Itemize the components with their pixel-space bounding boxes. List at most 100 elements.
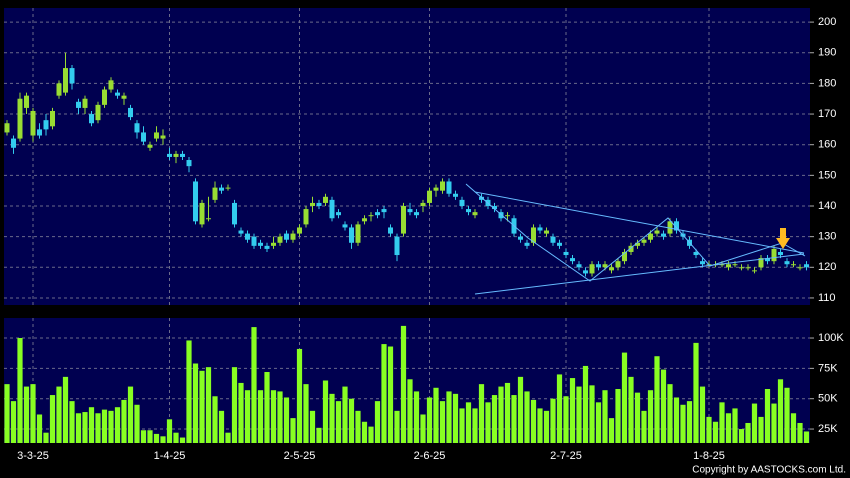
y-tick-label: 120 [818,261,836,273]
candle-body [557,242,562,246]
volume-bar [270,390,277,443]
candle-body [147,144,153,148]
candle-body [615,261,621,268]
volume-bar [303,384,309,443]
candle-body [43,120,49,130]
candle-body [732,264,738,266]
candle-body [622,251,627,262]
volume-bar [439,401,446,443]
candle-body [238,230,244,234]
volume-bar [595,402,602,443]
volume-bar [465,402,472,443]
candle-body [693,251,699,256]
arrow-shaft [780,228,786,239]
candle-body [726,264,731,268]
volume-bar [654,356,660,443]
candle-body [719,264,725,266]
volume-bar [82,412,88,443]
y-tick-label: 140 [818,200,836,212]
volume-bar [387,346,394,443]
volume-bar [491,395,498,443]
candle-body [433,187,439,191]
candle-body [128,107,133,118]
volume-bar [36,414,43,443]
candle-body [206,218,211,220]
volume-bar [758,416,764,443]
volume-bar [569,378,576,443]
volume-bar [615,388,621,443]
volume-bar [10,401,17,443]
volume-bar [264,372,270,443]
candle-body [576,264,582,268]
volume-bar [335,401,342,443]
volume-bar [238,382,244,443]
candle-body [336,212,341,216]
candle-body [518,236,523,240]
volume-bar [23,386,30,443]
candle-body [388,227,393,234]
volume-bar [803,431,810,443]
candle-body [628,245,634,252]
volume-bar [114,407,121,443]
candle-body [609,267,614,271]
candle-body [414,212,419,216]
candle-body [219,187,224,191]
candle-body [479,196,484,200]
volume-bar [524,391,530,443]
candle-body [56,83,62,96]
candle-body [589,264,595,274]
volume-bar [296,348,303,443]
volume-bar [121,399,127,443]
volume-bar [43,432,49,443]
candle-body [154,132,159,139]
volume-bar [309,410,316,443]
candle-body [37,129,42,136]
candle-body [745,267,751,269]
candle-body [797,267,803,269]
volume-bar [205,367,212,443]
candle-body [420,202,426,206]
candle-body [570,258,575,262]
x-tick-label: 1-8-25 [693,450,725,462]
candle-body [674,221,679,231]
volume-bar [257,390,264,443]
volume-bar [4,384,10,443]
candle-body [537,227,543,231]
candle-body [667,221,673,234]
volume-bar [602,390,608,443]
volume-bar [56,386,62,443]
candle-body [375,212,380,216]
volume-bar [160,436,166,443]
volume-bar [17,338,23,443]
candle-body [258,242,263,246]
volume-bar [543,410,550,443]
volume-bar [134,404,140,443]
candle-body [765,258,770,262]
candle-body [271,242,276,246]
volume-bar [504,382,511,443]
x-tick-label: 3-3-25 [17,450,49,462]
volume-bar [290,418,296,443]
candle-body [641,239,647,243]
volume-bar [225,432,231,443]
candle-body [11,138,16,148]
candle-body [284,233,289,240]
candle-body [362,218,367,222]
volume-bar [30,384,36,443]
candle-body [342,224,348,228]
candle-body [277,236,283,243]
volume-bar [628,376,634,443]
volume-bar [680,404,686,443]
candle-body [89,114,94,124]
candle-body [24,95,29,108]
candle-body [355,224,361,243]
candle-body [141,132,146,142]
volume-bar [62,376,69,443]
candle-body [791,264,796,266]
candle-body [583,270,588,274]
candle-body [349,227,354,243]
candle-body [407,209,413,213]
volume-bar [550,398,556,443]
candle-body [102,89,107,105]
volume-bar [517,376,524,443]
